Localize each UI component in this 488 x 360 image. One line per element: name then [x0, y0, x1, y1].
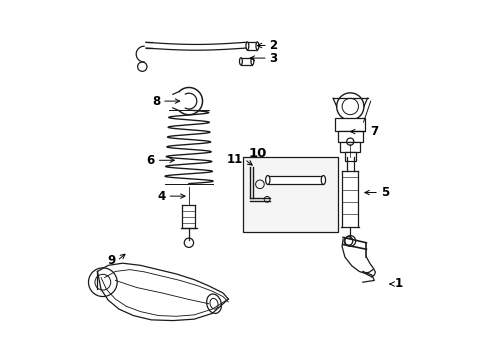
- Bar: [247, 42, 257, 50]
- Text: 2: 2: [269, 39, 277, 52]
- Text: 6: 6: [146, 154, 155, 167]
- Bar: [241, 58, 252, 65]
- Ellipse shape: [250, 58, 253, 65]
- Ellipse shape: [239, 58, 242, 65]
- Ellipse shape: [265, 176, 269, 184]
- Bar: [344, 152, 355, 161]
- Bar: [337, 131, 362, 141]
- Ellipse shape: [255, 42, 258, 50]
- Text: 3: 3: [269, 51, 277, 64]
- Text: 5: 5: [380, 186, 388, 199]
- Bar: [242, 157, 337, 232]
- Text: 9: 9: [107, 254, 115, 267]
- Text: 11: 11: [226, 153, 242, 166]
- Text: 4: 4: [157, 190, 165, 203]
- Bar: [335, 118, 365, 131]
- Bar: [267, 176, 323, 184]
- Text: 8: 8: [152, 95, 160, 108]
- Ellipse shape: [321, 176, 325, 184]
- Bar: [340, 141, 360, 152]
- Ellipse shape: [245, 42, 248, 50]
- Text: 1: 1: [394, 278, 403, 291]
- Text: 7: 7: [369, 125, 377, 138]
- Text: 10: 10: [247, 147, 266, 159]
